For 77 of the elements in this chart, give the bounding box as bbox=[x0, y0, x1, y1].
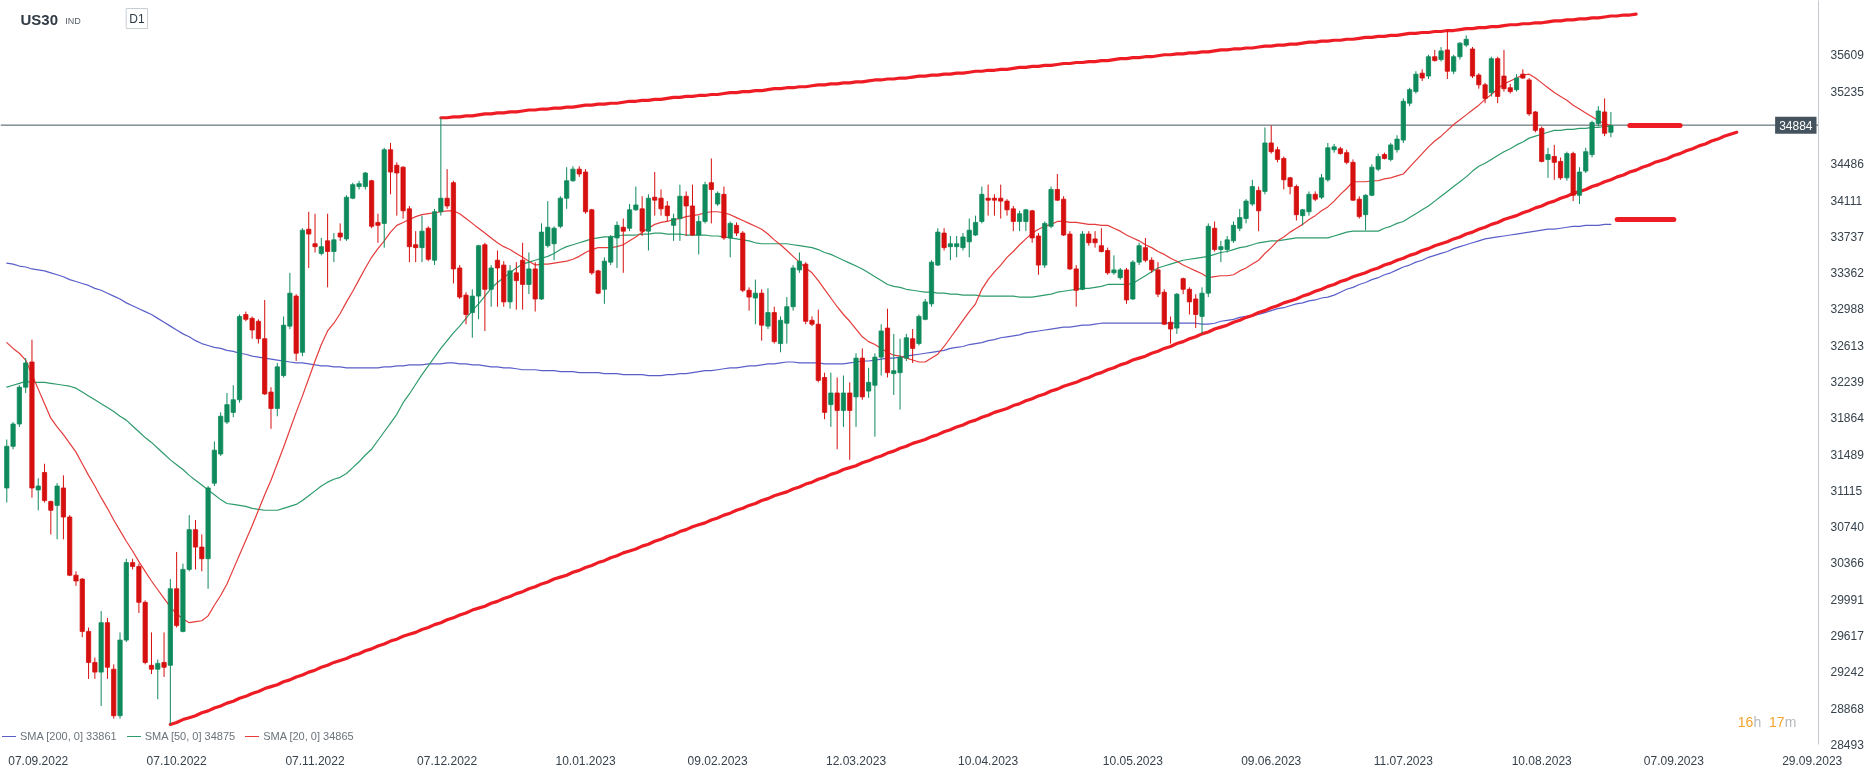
candlestick bbox=[331, 232, 337, 263]
x-tick-label: 07.09.2022 bbox=[8, 753, 69, 767]
y-tick-label: 34486 bbox=[1830, 157, 1865, 172]
y-tick-label: 33362 bbox=[1830, 266, 1865, 281]
x-tick-label: 07.12.2022 bbox=[417, 753, 478, 767]
candlestick bbox=[765, 287, 771, 330]
line-series bbox=[168, 130, 1739, 727]
y-tick-label: 33737 bbox=[1830, 229, 1865, 244]
y-tick-label: 28493 bbox=[1830, 738, 1865, 752]
text: IND bbox=[65, 15, 82, 26]
candlestick bbox=[847, 381, 853, 461]
y-tick-label: 29617 bbox=[1830, 629, 1865, 644]
candlestick bbox=[54, 482, 60, 540]
annotation: D1 bbox=[129, 11, 145, 26]
y-tick-label: 30740 bbox=[1830, 520, 1865, 535]
x-tick-label: 11.07.2023 bbox=[1373, 753, 1434, 767]
candlestick bbox=[828, 372, 834, 428]
x-tick-label: 29.09.2023 bbox=[1782, 753, 1843, 767]
x-tick-label: 12.03.2023 bbox=[826, 753, 887, 767]
line-series bbox=[6, 223, 1612, 377]
x-tick-label: 09.06.2023 bbox=[1241, 753, 1302, 767]
y-tick-label: 32239 bbox=[1830, 374, 1865, 389]
legend-label: SMA [20, 0] 34865 bbox=[263, 730, 354, 742]
legend-label: SMA [50, 0] 34875 bbox=[144, 730, 236, 742]
text: US30 bbox=[20, 11, 58, 29]
candlestick bbox=[526, 251, 532, 295]
candlestick bbox=[155, 659, 161, 700]
x-tick-label: 10.04.2023 bbox=[958, 753, 1019, 767]
candlestick bbox=[1212, 220, 1218, 252]
candlestick bbox=[941, 227, 947, 252]
candlestick bbox=[419, 215, 425, 263]
y-tick-label: 32988 bbox=[1830, 302, 1865, 317]
y-tick-label: 30366 bbox=[1830, 556, 1865, 571]
y-tick-label: 31115 bbox=[1830, 483, 1863, 498]
y-tick-label: 31489 bbox=[1830, 447, 1865, 462]
candlestick bbox=[312, 213, 318, 253]
candlestick bbox=[1425, 54, 1432, 80]
candlestick bbox=[1602, 97, 1608, 137]
candlestick bbox=[35, 477, 41, 511]
candlestick bbox=[1545, 147, 1551, 179]
x-tick-label: 07.09.2023 bbox=[1643, 753, 1705, 767]
candlestick bbox=[840, 375, 846, 428]
candlestick bbox=[834, 376, 840, 450]
candlestick bbox=[488, 264, 494, 308]
candlestick bbox=[48, 500, 54, 535]
y-tick-label: 29242 bbox=[1830, 665, 1865, 680]
candlestick bbox=[1608, 111, 1614, 138]
y-tick-label: 35235 bbox=[1830, 84, 1865, 99]
candlestick bbox=[910, 328, 916, 364]
candlestick bbox=[1256, 186, 1262, 232]
legend-label: SMA [200, 0] 33861 bbox=[20, 730, 117, 742]
x-tick-label: 07.11.2022 bbox=[285, 753, 345, 767]
candlestick bbox=[639, 195, 645, 237]
x-tick-label: 10.08.2023 bbox=[1511, 753, 1573, 767]
candlestick bbox=[161, 631, 167, 678]
candlestick bbox=[620, 218, 626, 274]
x-tick-label: 07.10.2022 bbox=[146, 753, 207, 767]
candlestick bbox=[148, 631, 155, 675]
y-tick-label: 34111 bbox=[1830, 193, 1863, 208]
candlestick bbox=[752, 279, 758, 325]
x-tick-label: 10.01.2023 bbox=[555, 753, 616, 767]
candlestick bbox=[1444, 30, 1450, 80]
line-series bbox=[439, 12, 1638, 120]
candlestick bbox=[325, 213, 331, 288]
y-tick-label: 28868 bbox=[1830, 701, 1865, 716]
candlestick bbox=[727, 220, 733, 258]
line-series bbox=[6, 73, 1612, 624]
x-tick-label: 10.05.2023 bbox=[1102, 753, 1164, 767]
annotation: 16h 17m bbox=[1737, 714, 1797, 731]
y-tick-label: 35609 bbox=[1830, 48, 1865, 63]
x-tick-label: 09.02.2023 bbox=[687, 753, 748, 767]
y-tick-label: 31864 bbox=[1830, 411, 1865, 426]
ref-line-label: 34884 bbox=[1779, 118, 1813, 133]
candlestick bbox=[306, 211, 312, 269]
y-tick-label: 32613 bbox=[1830, 338, 1865, 353]
y-tick-label: 29991 bbox=[1830, 592, 1865, 607]
candlestick bbox=[708, 157, 714, 224]
